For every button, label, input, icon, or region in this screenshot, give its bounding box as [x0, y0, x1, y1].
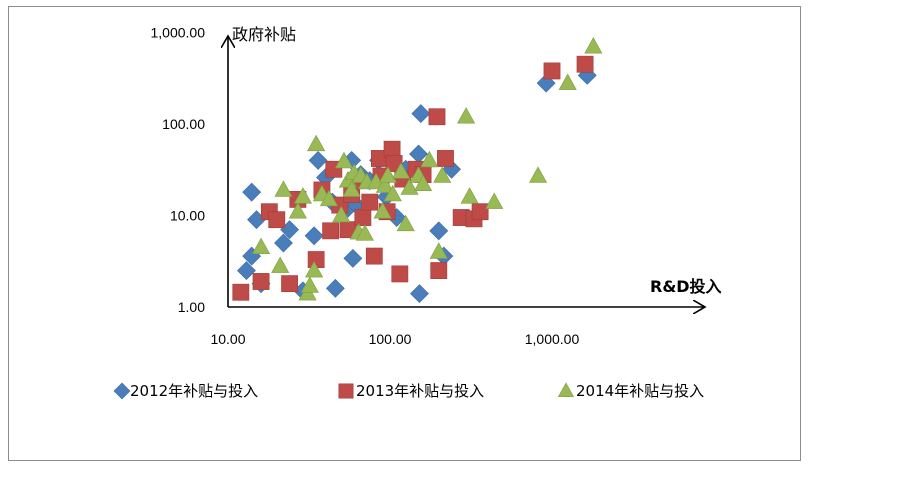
point-2014 — [293, 187, 312, 204]
point-2014 — [414, 174, 433, 191]
point-2014 — [584, 37, 603, 54]
point-2013 — [361, 193, 379, 211]
point-2013 — [281, 275, 298, 293]
series-diamond — [237, 65, 597, 304]
x-tick-label: 10.00 — [210, 331, 245, 347]
legend-marker-diamond — [113, 382, 131, 400]
point-2014 — [375, 176, 394, 193]
y-tick-label: 1,000.00 — [151, 25, 206, 41]
point-2014 — [271, 256, 290, 273]
x-axis-title: R&D投入 — [650, 277, 722, 296]
point-2014 — [396, 214, 415, 232]
point-2012 — [237, 261, 256, 281]
x-tick-labels: 10.00 100.00 1,000.00 — [210, 331, 579, 347]
point-2014 — [334, 151, 354, 169]
point-2014 — [373, 202, 392, 219]
point-2013 — [428, 108, 446, 126]
point-2014 — [300, 276, 319, 293]
point-2014 — [252, 237, 271, 255]
point-2014 — [383, 184, 402, 202]
point-2012 — [325, 278, 345, 298]
point-2014 — [558, 73, 577, 90]
point-2013 — [391, 265, 409, 283]
legend-item-2014: 2014年补贴与投入 — [557, 382, 704, 400]
point-2012 — [411, 104, 431, 123]
legend-marker-square — [338, 383, 354, 399]
y-tick-label: 10.00 — [170, 208, 205, 224]
y-axis-title: 政府补贴 — [232, 25, 296, 44]
point-2014 — [528, 166, 548, 183]
point-2014 — [305, 260, 324, 278]
legend-label-2013: 2013年补贴与投入 — [356, 382, 484, 400]
point-2014 — [420, 150, 439, 168]
point-2013 — [543, 62, 561, 80]
point-2012 — [308, 150, 328, 170]
point-2014 — [378, 166, 397, 183]
legend: 2012年补贴与投入 2013年补贴与投入 2014年补贴与投入 — [113, 382, 704, 400]
point-2013 — [322, 222, 340, 240]
point-2014 — [288, 202, 307, 219]
point-2013 — [437, 150, 454, 167]
y-tick-label: 100.00 — [162, 116, 205, 132]
point-2012 — [274, 233, 293, 253]
point-2014 — [319, 189, 339, 207]
point-2012 — [242, 182, 262, 202]
series-triangle — [252, 37, 603, 301]
point-2013 — [383, 140, 401, 158]
point-2012 — [429, 221, 449, 241]
point-2013 — [354, 209, 372, 226]
legend-label-2014: 2014年补贴与投入 — [576, 382, 704, 400]
point-2014 — [485, 192, 504, 209]
point-2012 — [343, 248, 363, 268]
data-points — [232, 37, 603, 304]
point-2013 — [430, 262, 448, 279]
y-tick-label: 1.00 — [178, 299, 205, 315]
point-2014 — [355, 224, 374, 241]
x-tick-label: 1,000.00 — [525, 331, 580, 347]
point-2013 — [471, 203, 489, 221]
point-2014 — [457, 107, 476, 124]
point-2014 — [342, 180, 361, 197]
point-2012 — [410, 284, 429, 304]
point-2014 — [307, 134, 326, 152]
legend-item-2012: 2012年补贴与投入 — [113, 382, 258, 400]
chart-frame — [8, 6, 801, 461]
point-2013 — [365, 247, 383, 265]
point-2014 — [332, 205, 351, 223]
legend-label-2012: 2012年补贴与投入 — [130, 382, 258, 400]
point-2013 — [232, 283, 250, 301]
legend-marker-triangle — [557, 382, 575, 398]
x-tick-label: 100.00 — [369, 331, 412, 347]
point-2014 — [433, 166, 452, 183]
point-2014 — [429, 242, 448, 259]
point-2013 — [576, 55, 594, 73]
point-2013 — [268, 211, 286, 229]
y-tick-labels: 1.00 10.00 100.00 1,000.00 — [151, 25, 206, 316]
point-2012 — [304, 226, 324, 246]
legend-item-2013: 2013年补贴与投入 — [338, 382, 484, 400]
point-2013 — [252, 273, 270, 290]
point-2014 — [400, 178, 419, 195]
point-2014 — [460, 187, 479, 204]
point-2014 — [391, 162, 411, 179]
point-2014 — [274, 180, 293, 197]
